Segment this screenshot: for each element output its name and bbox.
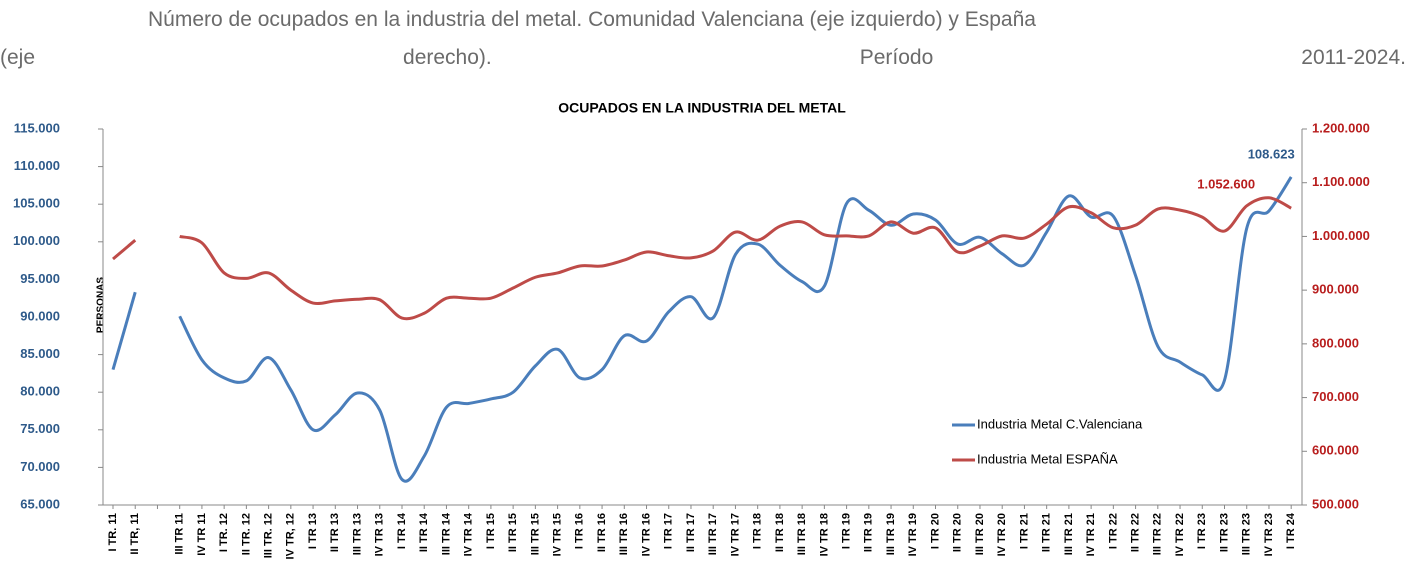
x-tick-label: II TR 22 [1129,513,1141,552]
data-label: 1.052.600 [1197,177,1255,192]
y-tick-label: 105.000 [13,196,60,211]
y-tick-label: 85.000 [20,346,60,361]
x-tick-label: I TR. 11 [107,513,119,552]
x-tick-label: I TR 13 [307,513,319,549]
x-tick-label: IV TR, 12 [285,513,297,559]
x-tick-label: IV TR 16 [640,513,652,556]
x-tick-label: III TR 16 [618,513,630,555]
chart-title: OCUPADOS EN LA INDUSTRIA DEL METAL [558,100,846,116]
x-tick-label: IV TR 19 [907,513,919,556]
x-tick-label: IV TR 17 [729,513,741,556]
x-tick-label: III TR 11 [174,513,186,555]
x-tick-label: II TR 17 [685,513,697,552]
x-tick-label: I TR 21 [1018,513,1030,549]
x-tick-label: I TR 19 [840,513,852,549]
y-tick-label: 115.000 [14,120,60,135]
x-tick-label: III TR 18 [796,513,808,555]
x-tick-label: IV TR 22 [1174,513,1186,556]
y-tick-label: 95.000 [20,271,60,286]
x-tick-label: I TR 23 [1196,513,1208,549]
x-tick-label: III TR 20 [974,513,986,555]
y-tick-label: 70.000 [20,459,60,474]
x-tick-label: III TR 15 [529,513,541,555]
x-tick-label: I TR 16 [574,513,586,549]
series-line [112,196,1292,321]
y2-tick-label: 900.000 [1312,282,1359,297]
legend-label: Industria Metal ESPAÑA [977,451,1118,466]
y-tick-label: 80.000 [20,384,60,399]
y-tick-label: 90.000 [20,308,60,323]
x-tick-label: IV TR 18 [818,513,830,556]
x-tick-label: III TR 17 [707,513,719,555]
x-tick-label: III TR 13 [351,513,363,555]
y2-tick-label: 500.000 [1312,496,1359,511]
x-tick-label: IV TR 23 [1263,513,1275,556]
y2-tick-label: 800.000 [1312,335,1359,350]
x-tick-label: III TR. 12 [263,513,275,558]
legend-label: Industria Metal C.Valenciana [977,416,1143,431]
x-tick-label: IV TR 20 [996,513,1008,556]
x-tick-label: II TR 13 [329,513,341,552]
x-tick-label: II TR. 12 [240,513,252,555]
x-tick-label: II TR 20 [952,513,964,552]
x-tick-label: II TR, 11 [129,513,141,555]
y2-tick-label: 600.000 [1312,443,1359,458]
y2-tick-label: 1.200.000 [1312,120,1370,135]
x-tick-label: I TR. 12 [218,513,230,552]
x-tick-label: IV TR 14 [463,512,475,556]
x-tick-label: II TR 16 [596,513,608,552]
x-tick-label: II TR 19 [863,513,875,552]
y2-tick-label: 700.000 [1312,389,1359,404]
x-tick-label: I TR 17 [663,513,675,549]
y-tick-label: 110.000 [14,158,60,173]
x-tick-label: III TR 21 [1063,513,1075,555]
x-tick-label: II TR 14 [418,512,430,552]
x-tick-label: IV TR 11 [196,513,208,556]
caption: Número de ocupados en la industria del m… [148,8,1036,31]
x-tick-label: III TR 19 [885,513,897,555]
y-tick-label: 100.000 [13,233,60,248]
y2-tick-label: 1.000.000 [1312,228,1370,243]
x-tick-label: I TR 22 [1107,513,1119,549]
y-axis-label: PERSONAS [96,277,107,333]
series-line [111,176,1293,483]
x-tick-label: I TR 20 [929,513,941,549]
y-tick-label: 65.000 [20,496,60,511]
x-tick-label: II TR 18 [774,513,786,552]
caption: (eje derecho). Período 2011-2024. [0,46,1406,69]
x-tick-label: III TR 14 [440,512,452,555]
x-tick-label: I TR 15 [485,513,497,549]
x-tick-label: II TR 21 [1041,513,1053,552]
x-tick-label: II TR 15 [507,513,519,552]
x-tick-label: I TR 14 [396,512,408,549]
x-tick-label: II TR 23 [1218,513,1230,552]
x-tick-label: IV TR 21 [1085,513,1097,556]
x-tick-label: IV TR 15 [552,513,564,556]
data-label: 108.623 [1248,146,1295,161]
y-tick-label: 75.000 [20,421,60,436]
x-tick-label: IV TR 13 [374,513,386,556]
x-tick-label: I TR 24 [1285,512,1297,549]
x-tick-label: III TR 22 [1152,513,1164,555]
x-tick-label: III TR 23 [1241,513,1253,555]
x-tick-label: I TR 18 [752,513,764,549]
y2-tick-label: 1.100.000 [1312,174,1370,189]
